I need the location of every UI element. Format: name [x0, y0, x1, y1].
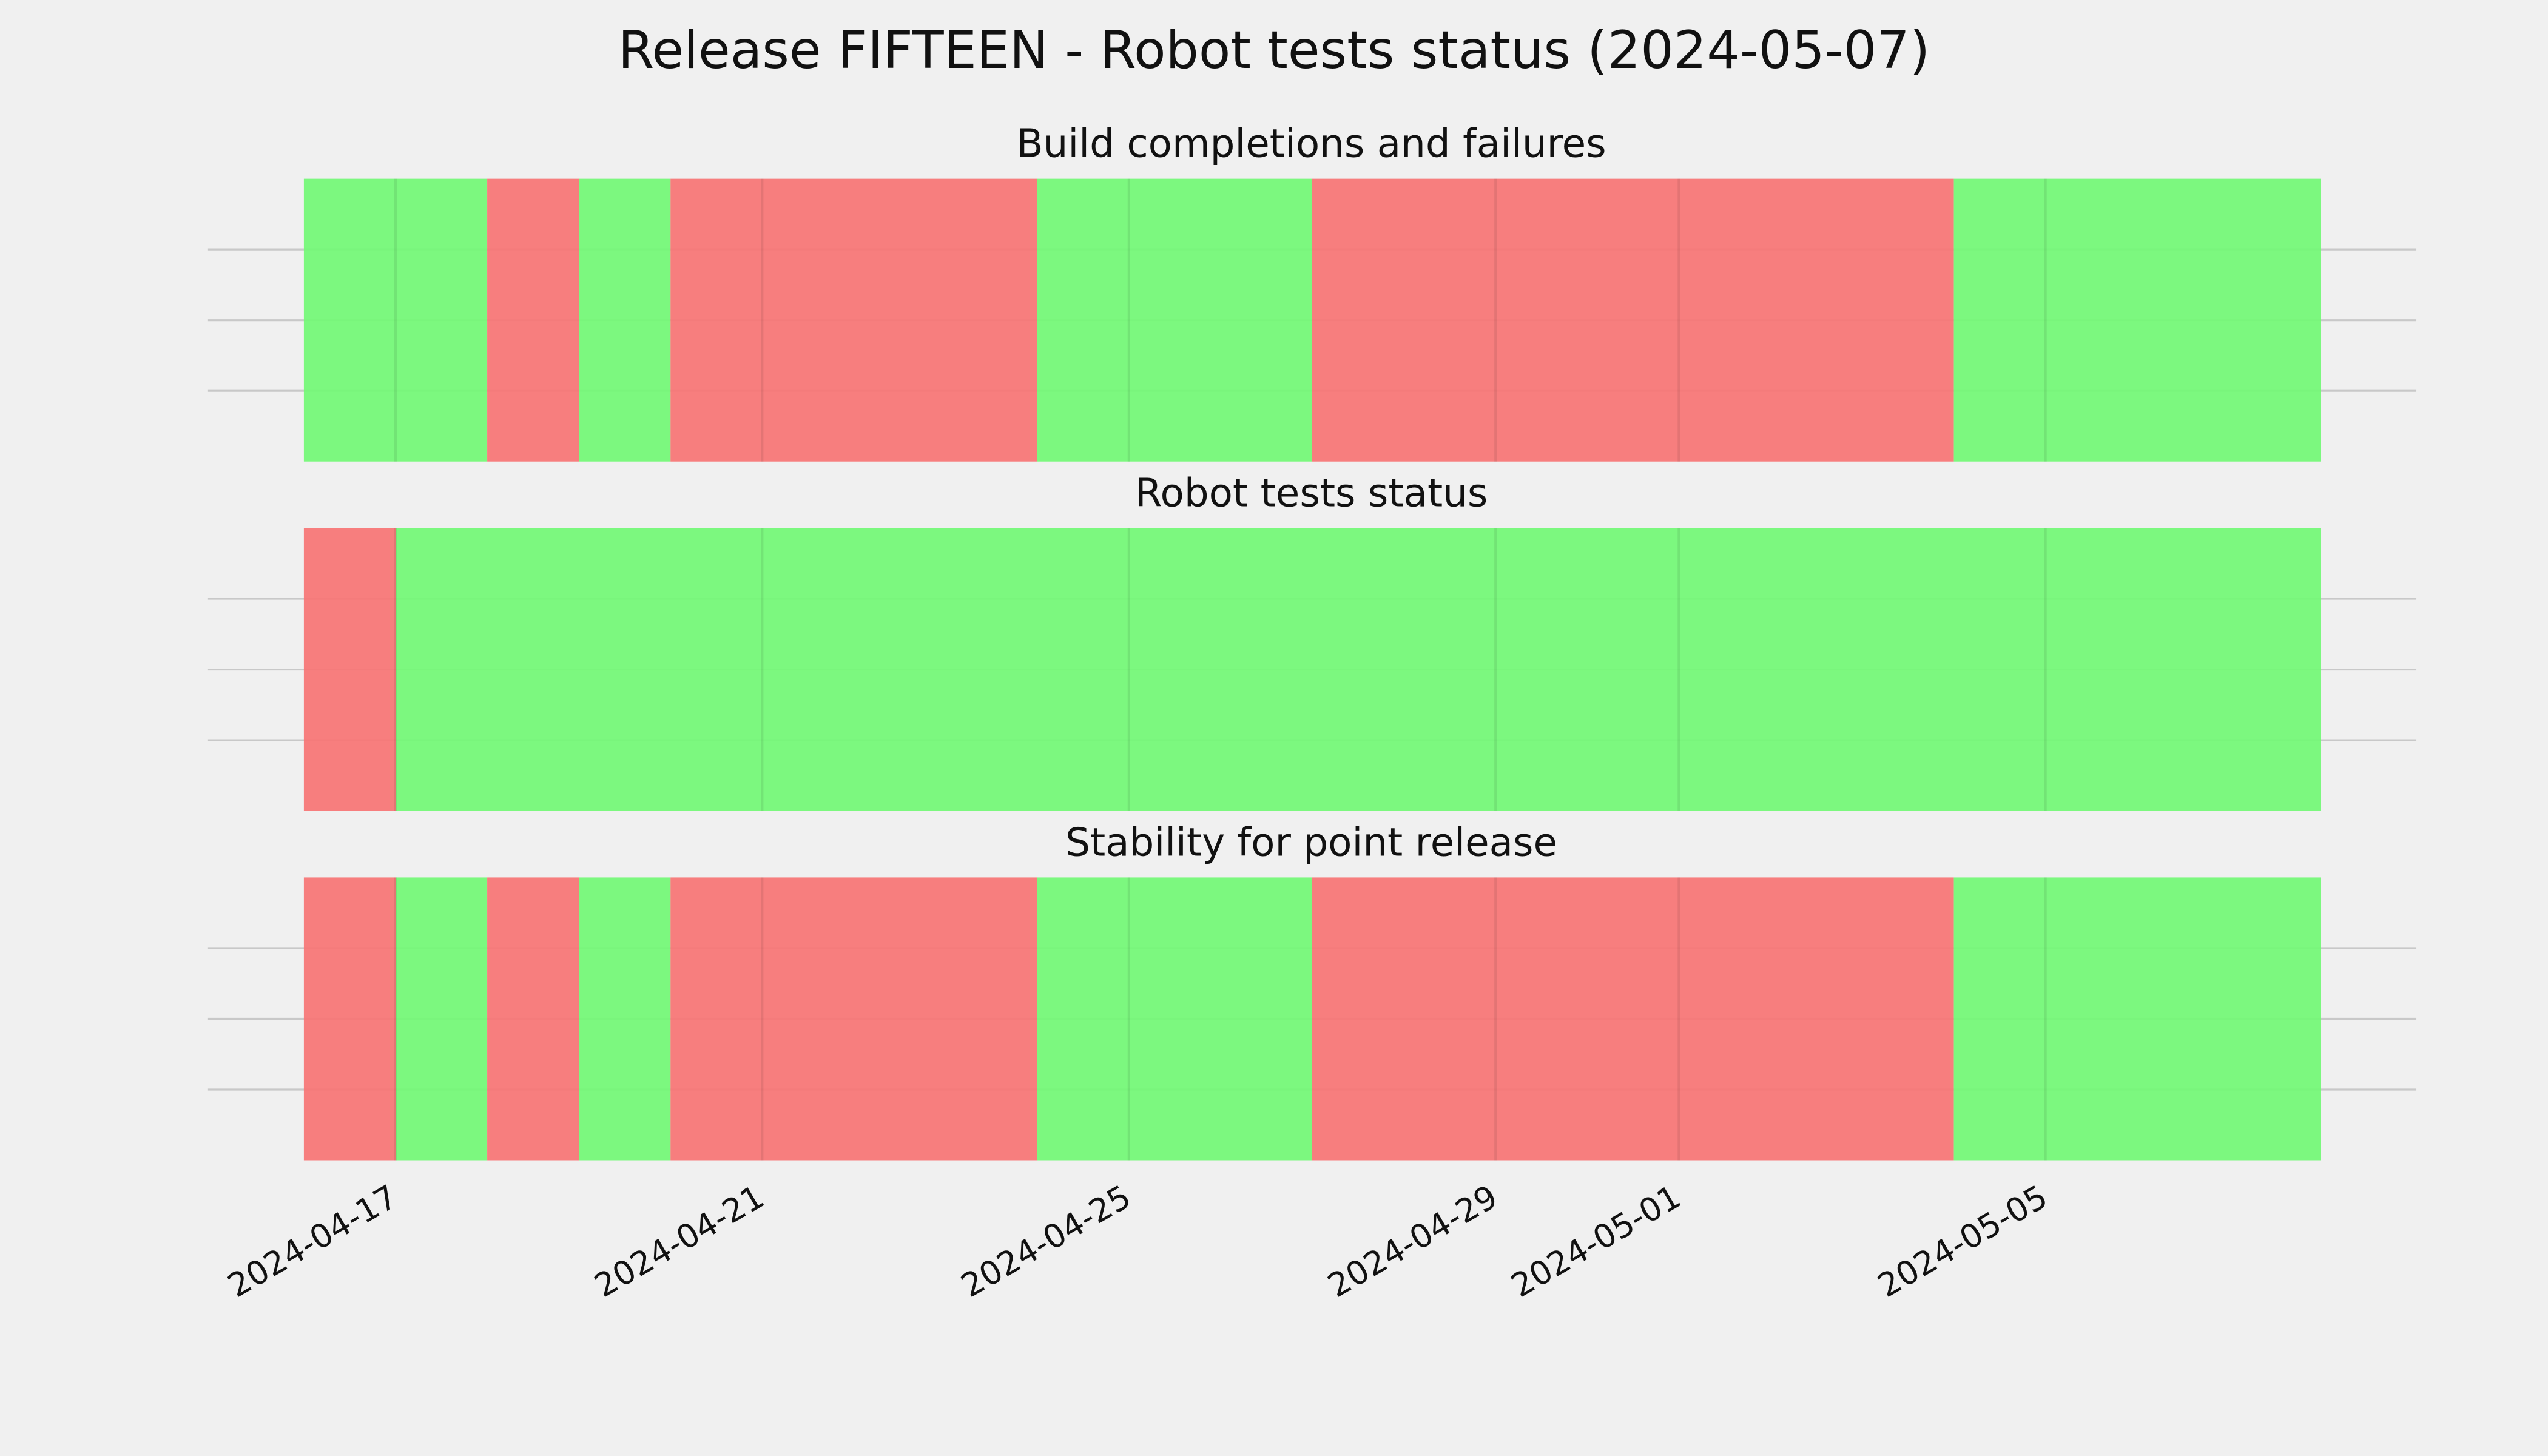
status-span [579, 877, 671, 1161]
status-span [395, 528, 2320, 811]
status-span [487, 877, 579, 1161]
panel-title: Build completions and failures [1017, 121, 1606, 167]
chart-title: Release FIFTEEN - Robot tests status (20… [618, 20, 1930, 81]
status-span [487, 178, 579, 462]
status-span [1953, 877, 2320, 1161]
panel-title: Stability for point release [1065, 820, 1557, 865]
status-span [670, 178, 1037, 462]
panel-title: Robot tests status [1135, 471, 1488, 516]
status-span [579, 178, 671, 462]
status-span [1953, 178, 2320, 462]
status-span [395, 877, 488, 1161]
status-span [1037, 178, 1312, 462]
status-span [670, 877, 1037, 1161]
status-span [303, 178, 488, 462]
status-span [303, 877, 396, 1161]
status-span [1037, 877, 1312, 1161]
status-span [1312, 877, 1954, 1161]
status-span [303, 528, 396, 811]
status-span [1312, 178, 1954, 462]
